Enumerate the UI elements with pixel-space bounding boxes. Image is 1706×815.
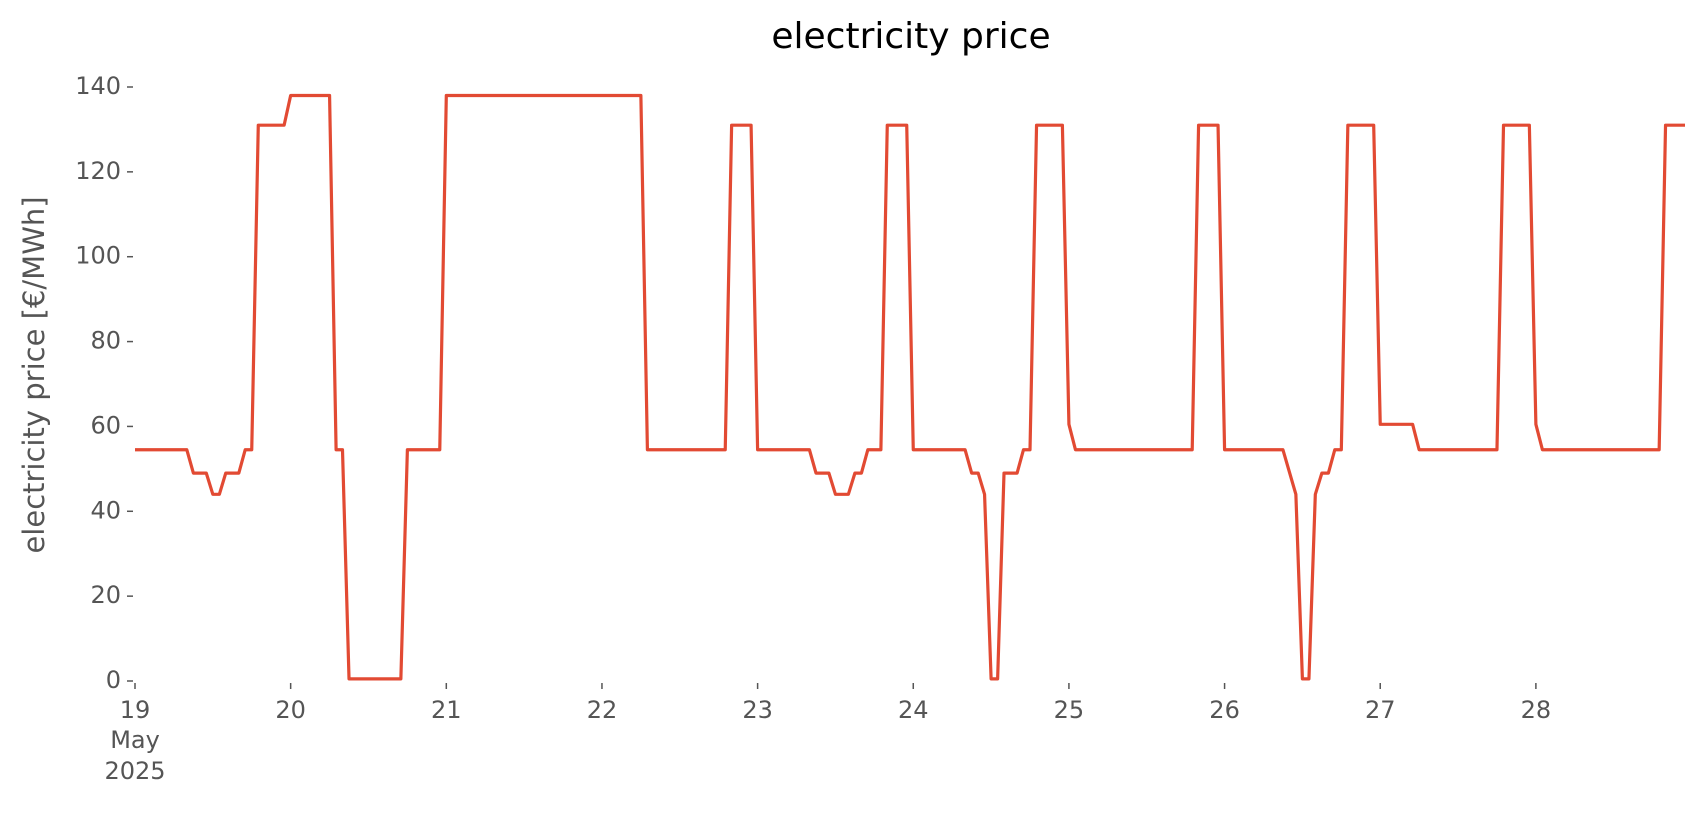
price-line [135,93,1685,681]
y-tick-label: 140 [75,72,121,100]
x-tick-label: 28 [1521,696,1552,724]
y-tick-label: 100 [75,242,121,270]
y-axis-label: electricity price [€/MWh] [17,196,51,553]
x-tick-label: 21 [431,696,462,724]
y-tick-label: 0 [106,666,121,694]
y-tick-label: 40 [90,496,121,524]
x-tick-label: 23 [742,696,773,724]
y-tick-label: 120 [75,157,121,185]
x-tick-label: 27 [1365,696,1396,724]
x-sublabel: May [110,726,160,754]
y-tick-label: 20 [90,581,121,609]
x-tick-label: 20 [275,696,306,724]
y-tick-label: 60 [90,411,121,439]
x-tick-label: 22 [587,696,618,724]
chart-title: electricity price [771,16,1050,57]
x-tick-label: 26 [1209,696,1240,724]
y-tick-label: 80 [90,327,121,355]
x-tick-label: 19 [120,696,151,724]
x-tick-label: 25 [1054,696,1085,724]
x-sublabel: 2025 [104,757,165,785]
x-tick-label: 24 [898,696,929,724]
